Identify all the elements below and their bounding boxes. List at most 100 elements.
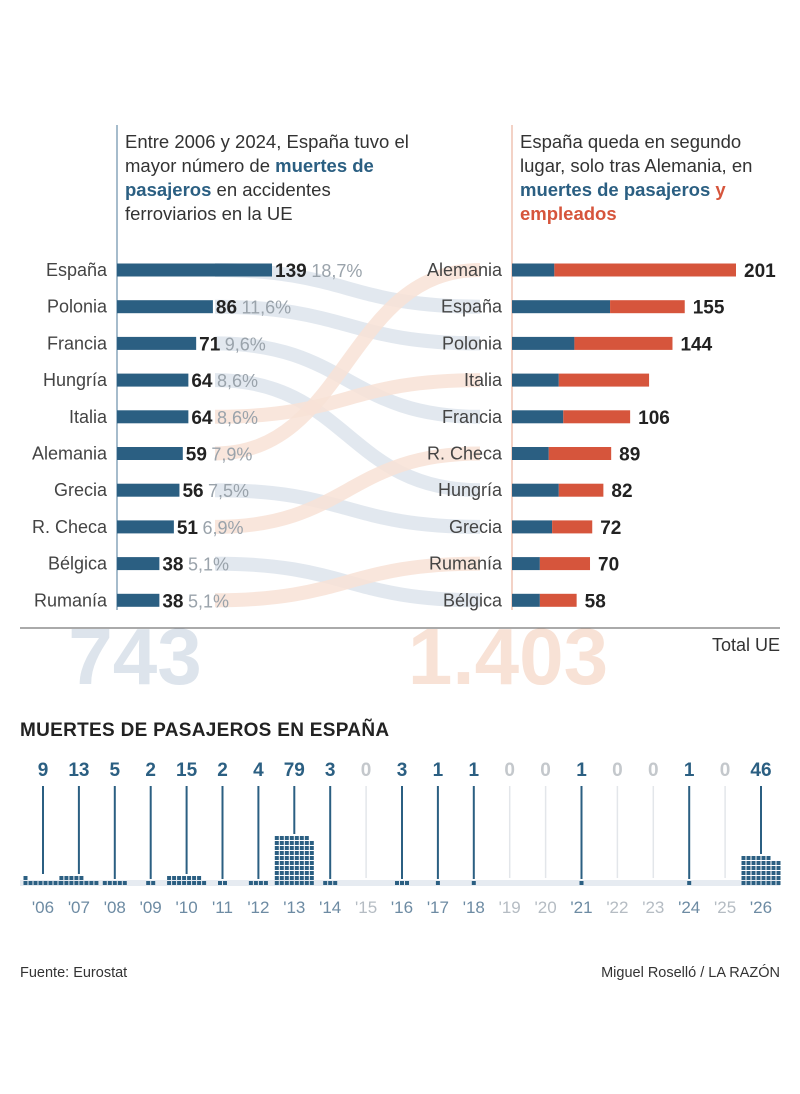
- year-value-label: 0: [648, 760, 659, 781]
- death-square: [741, 871, 746, 875]
- year-label: '08: [104, 898, 126, 917]
- left-percent-label: 11,6%: [241, 298, 291, 318]
- left-category-label: R. Checa: [32, 517, 108, 537]
- death-square: [309, 841, 314, 845]
- passenger-deaths-chart: España 139 18,7% Polonia 86 11,6% Francia 71 9,6…: [32, 260, 362, 612]
- death-square: [761, 881, 766, 885]
- death-square: [766, 856, 771, 860]
- right-bar-employees: [552, 520, 593, 534]
- death-square: [192, 876, 197, 880]
- year-value-label: 0: [540, 760, 551, 781]
- right-bar-passengers: [512, 263, 555, 277]
- year-label: '10: [176, 898, 198, 917]
- death-square: [284, 846, 289, 850]
- death-square: [751, 881, 756, 885]
- death-square: [304, 876, 309, 880]
- death-square: [33, 881, 38, 885]
- year-value-label: 0: [504, 760, 515, 781]
- death-square: [400, 881, 404, 885]
- death-square: [304, 881, 309, 885]
- left-percent-label: 8,6%: [217, 408, 258, 428]
- death-square: [279, 846, 284, 850]
- death-square: [741, 856, 746, 860]
- left-bar: [117, 593, 160, 607]
- death-square: [274, 856, 279, 860]
- death-square: [48, 881, 53, 885]
- death-square: [279, 861, 284, 865]
- death-square: [299, 841, 304, 845]
- year-value-label: 13: [68, 760, 89, 781]
- year-value-label: 2: [217, 760, 228, 781]
- right-total-label: 89: [619, 445, 640, 466]
- death-square: [279, 871, 284, 875]
- left-value-label: 51: [177, 518, 199, 539]
- death-square: [64, 876, 69, 880]
- death-square: [284, 836, 289, 840]
- death-square: [766, 881, 771, 885]
- death-square: [309, 871, 314, 875]
- death-square: [328, 881, 333, 885]
- death-square: [64, 881, 69, 885]
- death-square: [284, 841, 289, 845]
- death-square: [294, 876, 299, 880]
- death-square: [304, 846, 309, 850]
- death-square: [304, 861, 309, 865]
- right-bar-employees: [610, 300, 685, 314]
- left-category-label: Bélgica: [48, 554, 108, 574]
- intro-right-highlight-passengers: muertes de pasajeros: [520, 179, 711, 200]
- death-square: [248, 881, 253, 885]
- death-square: [746, 871, 751, 875]
- death-square: [38, 881, 43, 885]
- death-square: [274, 836, 279, 840]
- left-bar: [117, 447, 183, 460]
- death-square: [279, 881, 284, 885]
- death-square: [395, 881, 399, 885]
- right-bar-employees: [539, 557, 591, 571]
- right-bar-passengers: [512, 483, 559, 497]
- death-square: [218, 881, 222, 885]
- death-square: [405, 881, 409, 885]
- year-value-label: 3: [325, 760, 336, 781]
- year-label: '19: [499, 898, 521, 917]
- death-square: [761, 866, 766, 870]
- right-total-label: 70: [598, 555, 619, 576]
- intro-left-highlight: muertes de pasajeros: [125, 155, 374, 200]
- right-bar-passengers: [512, 593, 540, 607]
- total-passengers-number: 743: [68, 612, 201, 701]
- death-square: [284, 876, 289, 880]
- death-square: [23, 876, 28, 880]
- total-ue-label: Total UE: [712, 635, 780, 655]
- year-value-label: 1: [576, 760, 587, 781]
- right-total-label: 201: [744, 261, 776, 282]
- death-square: [289, 876, 294, 880]
- rank-connectors: [214, 263, 481, 608]
- death-square: [761, 876, 766, 880]
- death-square: [197, 881, 202, 885]
- death-square: [746, 881, 751, 885]
- left-bar: [117, 373, 189, 387]
- left-category-label: Francia: [47, 333, 108, 353]
- death-square: [182, 881, 187, 885]
- year-value-label: 15: [176, 760, 198, 781]
- death-square: [289, 866, 294, 870]
- death-square: [756, 866, 761, 870]
- death-square: [687, 881, 692, 885]
- year-value-label: 1: [433, 760, 444, 781]
- death-square: [771, 866, 776, 870]
- year-label: '13: [283, 898, 305, 917]
- death-square: [294, 841, 299, 845]
- death-square: [771, 881, 776, 885]
- right-bar-employees: [548, 447, 612, 460]
- death-square: [776, 861, 781, 865]
- year-label: '07: [68, 898, 90, 917]
- year-value-label: 3: [397, 760, 408, 781]
- yearly-deaths-chart: 9'0613'075'082'0915'102'114'1279'133'140…: [20, 760, 781, 917]
- year-value-label: 1: [684, 760, 695, 781]
- death-square: [284, 851, 289, 855]
- death-square: [299, 866, 304, 870]
- death-square: [766, 866, 771, 870]
- left-value-label: 64: [191, 408, 213, 429]
- death-square: [274, 846, 279, 850]
- left-category-label: España: [46, 260, 108, 280]
- source-note: Fuente: Eurostat: [20, 965, 128, 981]
